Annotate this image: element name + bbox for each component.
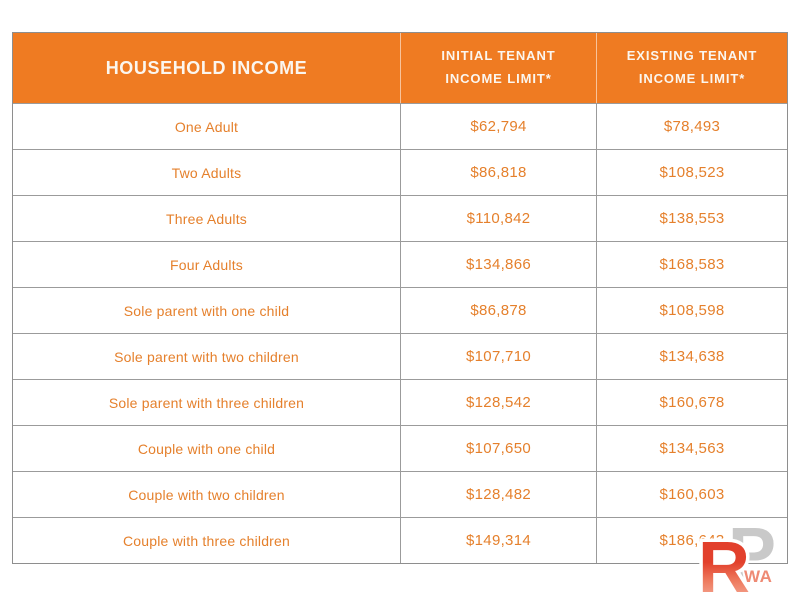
td-existing-limit: $78,493 <box>596 103 787 149</box>
income-limits-table: HOUSEHOLD INCOME INITIAL TENANT INCOME L… <box>13 33 787 563</box>
income-limits-table-wrap: HOUSEHOLD INCOME INITIAL TENANT INCOME L… <box>12 32 788 564</box>
td-existing-limit: $134,563 <box>596 425 787 471</box>
header-initial-tenant-income-limit: INITIAL TENANT INCOME LIMIT* <box>400 33 596 103</box>
td-household: Couple with three children <box>13 517 400 563</box>
td-household: Sole parent with one child <box>13 287 400 333</box>
td-existing-limit: $186,643 <box>596 517 787 563</box>
td-existing-limit: $160,603 <box>596 471 787 517</box>
table-row: Two Adults $86,818 $108,523 <box>13 149 787 195</box>
td-household: Three Adults <box>13 195 400 241</box>
td-existing-limit: $160,678 <box>596 379 787 425</box>
header-household-income: HOUSEHOLD INCOME <box>13 33 400 103</box>
td-initial-limit: $149,314 <box>400 517 596 563</box>
td-initial-limit: $107,710 <box>400 333 596 379</box>
header-row: HOUSEHOLD INCOME INITIAL TENANT INCOME L… <box>13 33 787 103</box>
td-existing-limit: $168,583 <box>596 241 787 287</box>
table-row: Couple with one child $107,650 $134,563 <box>13 425 787 471</box>
td-initial-limit: $128,542 <box>400 379 596 425</box>
table-row: Sole parent with one child $86,878 $108,59… <box>13 287 787 333</box>
table-body: One Adult $62,794 $78,493 Two Adults $86,818… <box>13 103 787 563</box>
td-initial-limit: $128,482 <box>400 471 596 517</box>
table-row: Sole parent with three children $128,542 $… <box>13 379 787 425</box>
table-row: Sole parent with two children $107,710 $13… <box>13 333 787 379</box>
td-existing-limit: $138,553 <box>596 195 787 241</box>
table-row: Four Adults $134,866 $168,583 <box>13 241 787 287</box>
td-household: Two Adults <box>13 149 400 195</box>
td-household: Couple with two children <box>13 471 400 517</box>
td-existing-limit: $134,638 <box>596 333 787 379</box>
table-row: One Adult $62,794 $78,493 <box>13 103 787 149</box>
td-household: Sole parent with two children <box>13 333 400 379</box>
header-existing-tenant-income-limit: EXISTING TENANT INCOME LIMIT* <box>596 33 787 103</box>
td-initial-limit: $134,866 <box>400 241 596 287</box>
td-initial-limit: $86,878 <box>400 287 596 333</box>
table-header: HOUSEHOLD INCOME INITIAL TENANT INCOME L… <box>13 33 787 103</box>
td-existing-limit: $108,523 <box>596 149 787 195</box>
td-household: Four Adults <box>13 241 400 287</box>
td-initial-limit: $107,650 <box>400 425 596 471</box>
td-initial-limit: $86,818 <box>400 149 596 195</box>
td-existing-limit: $108,598 <box>596 287 787 333</box>
logo-wa-label: WA <box>744 567 773 586</box>
table-row: Couple with three children $149,314 $186,6… <box>13 517 787 563</box>
td-household: One Adult <box>13 103 400 149</box>
table-row: Three Adults $110,842 $138,553 <box>13 195 787 241</box>
td-household: Sole parent with three children <box>13 379 400 425</box>
td-household: Couple with one child <box>13 425 400 471</box>
td-initial-limit: $62,794 <box>400 103 596 149</box>
td-initial-limit: $110,842 <box>400 195 596 241</box>
table-row: Couple with two children $128,482 $160,603 <box>13 471 787 517</box>
